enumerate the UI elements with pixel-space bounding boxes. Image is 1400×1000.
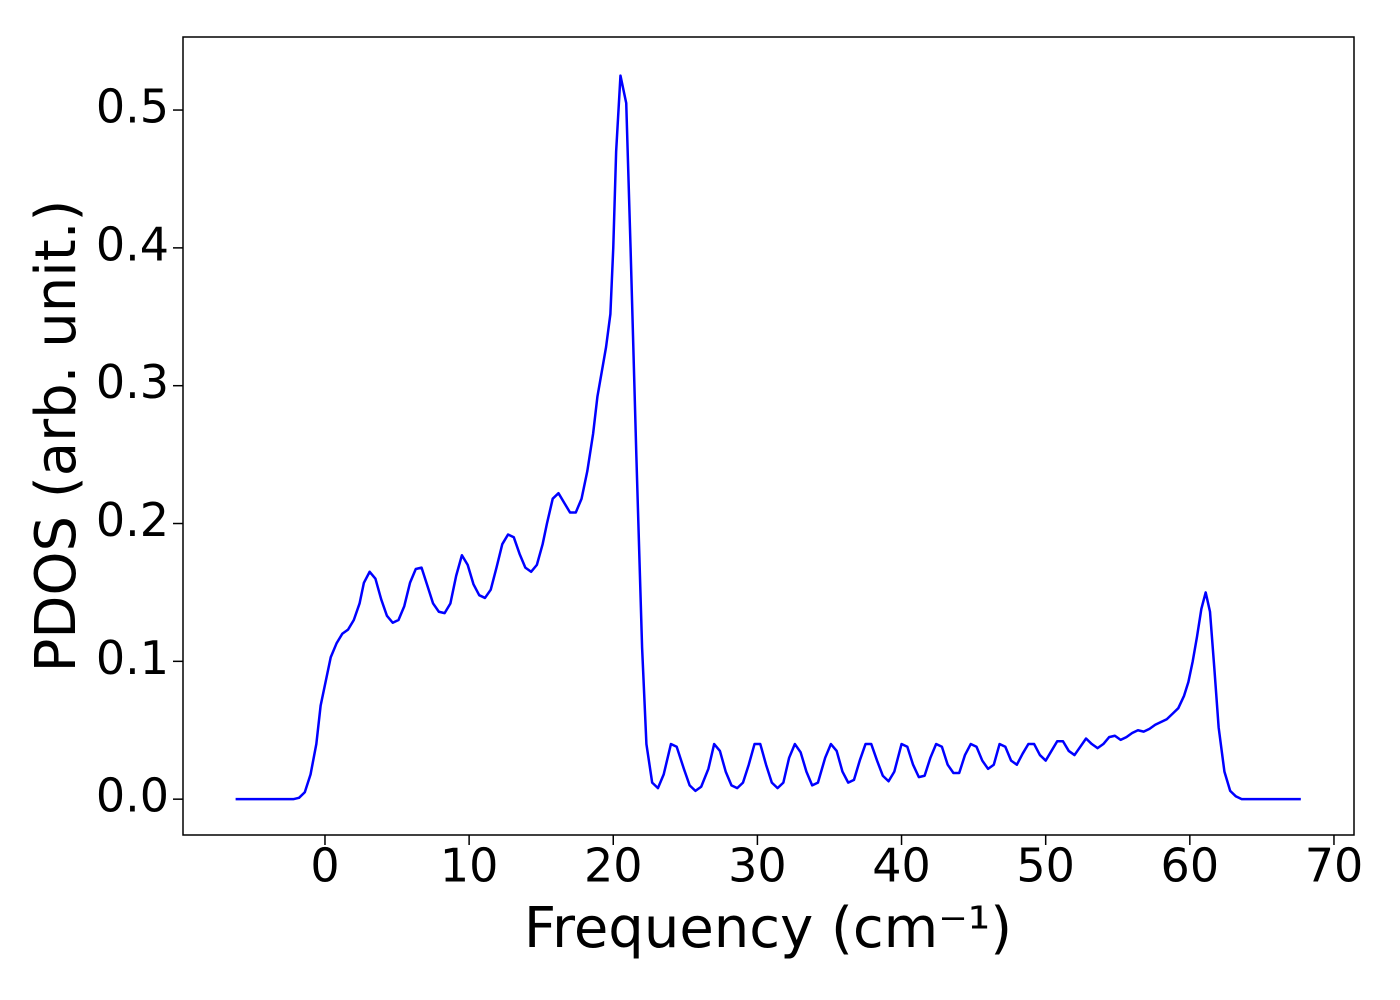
x-tick-label: 70 <box>1305 839 1364 893</box>
x-axis-label: Frequency (cm⁻¹) <box>524 896 1012 961</box>
y-tick-label: 0.4 <box>96 217 169 271</box>
x-tick-label: 60 <box>1161 839 1220 893</box>
y-tick-label: 0.1 <box>96 631 169 685</box>
plot-frame <box>182 36 1355 836</box>
x-tick-label: 20 <box>584 839 643 893</box>
x-tick-label: 30 <box>728 839 787 893</box>
y-tick-label: 0.5 <box>96 80 169 134</box>
y-tick-label: 0.3 <box>96 355 169 409</box>
x-tick-label: 50 <box>1016 839 1075 893</box>
x-tick-label: 10 <box>440 839 499 893</box>
x-tick-label: 40 <box>872 839 931 893</box>
y-tick-label: 0.2 <box>96 493 169 547</box>
x-tick-label: 0 <box>310 839 339 893</box>
y-axis-label: PDOS (arb. unit.) <box>24 200 89 673</box>
y-tick-label: 0.0 <box>96 769 169 823</box>
data-line <box>235 74 1301 801</box>
